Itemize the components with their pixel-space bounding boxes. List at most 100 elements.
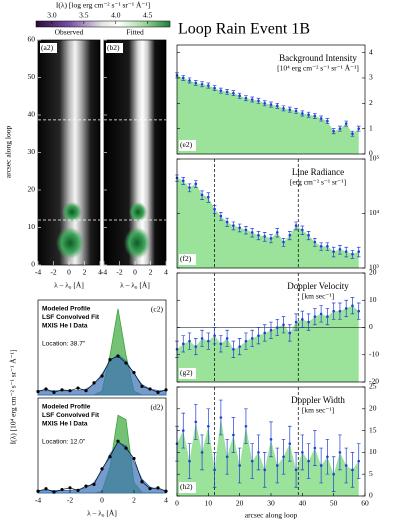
y-tick-label: 40 xyxy=(28,110,36,119)
data-point xyxy=(294,109,298,113)
y2-tick-label: -10 xyxy=(369,349,379,358)
x-tick-label: 0 xyxy=(67,268,71,277)
y2-tick-label: 3 xyxy=(369,73,373,82)
panel-title: [km sec⁻¹] xyxy=(302,406,334,415)
label-box xyxy=(106,43,123,53)
data-point xyxy=(92,482,96,486)
data-point xyxy=(140,384,144,388)
data-point xyxy=(282,323,285,327)
data-point xyxy=(257,334,260,337)
data-point xyxy=(238,94,241,97)
data-point xyxy=(263,331,267,335)
data-point xyxy=(332,129,335,133)
data-point xyxy=(244,228,248,232)
data-point xyxy=(68,389,72,393)
colorbar-tick-label: 4.0 xyxy=(111,11,121,20)
panel-label: (b2) xyxy=(107,43,120,52)
data-point xyxy=(194,345,198,348)
data-point xyxy=(294,320,298,324)
x-axis-label: arcsec along loop xyxy=(245,511,298,520)
colorbar xyxy=(35,20,171,28)
data-point xyxy=(288,442,292,445)
data-point xyxy=(44,387,48,391)
data-point xyxy=(232,224,235,227)
x-tick-label: 50 xyxy=(330,499,338,508)
data-point xyxy=(194,182,198,186)
data-point xyxy=(282,240,285,244)
area xyxy=(177,75,359,154)
data-point xyxy=(124,446,128,450)
panel-title: Background Intensity xyxy=(279,53,357,63)
data-point xyxy=(357,250,361,253)
x-tick-label: 40 xyxy=(299,499,307,508)
data-point xyxy=(225,455,229,459)
data-point xyxy=(100,467,104,471)
data-point xyxy=(307,113,310,117)
data-point xyxy=(269,237,273,240)
data-point xyxy=(275,464,279,467)
data-point xyxy=(84,484,88,488)
label-box xyxy=(179,368,196,379)
y2-tick-label: 5 xyxy=(369,469,373,478)
data-point xyxy=(269,328,273,332)
data-point xyxy=(238,345,241,348)
y2-tick-label: 20 xyxy=(369,268,377,277)
data-point xyxy=(100,374,104,378)
data-point xyxy=(338,309,342,313)
legend-entry: MXIS He I Data xyxy=(42,323,88,330)
y-tick-label: 60 xyxy=(28,35,36,44)
panel-label: (c2) xyxy=(151,305,164,314)
panel-title: [km sec⁻¹] xyxy=(302,292,334,301)
x-tick-label: 0 xyxy=(133,268,137,277)
heatmap-blob xyxy=(124,227,150,259)
data-point xyxy=(357,309,361,313)
data-point xyxy=(52,390,56,395)
data-point xyxy=(213,86,216,90)
data-point xyxy=(244,339,248,343)
y2-tick-label: 0 xyxy=(369,491,373,500)
data-point xyxy=(357,127,361,130)
data-point xyxy=(319,312,323,316)
data-point xyxy=(232,433,235,437)
data-point xyxy=(269,103,273,106)
data-point xyxy=(244,96,248,100)
data-point xyxy=(76,488,80,493)
data-point xyxy=(148,487,152,491)
colorbar-tick-label: 3.5 xyxy=(79,11,89,20)
y2-tick-label: 20 xyxy=(369,404,377,413)
data-point xyxy=(207,195,210,199)
data-point xyxy=(301,112,304,115)
data-point xyxy=(181,179,185,182)
colorbar-tick-label: 3.0 xyxy=(47,11,57,20)
data-point xyxy=(250,459,254,463)
data-point xyxy=(250,98,254,101)
x-tick-label: 10 xyxy=(205,499,213,508)
data-point xyxy=(319,245,323,248)
y2-tick-label: 10 xyxy=(369,295,377,304)
data-point xyxy=(207,339,210,343)
heatmap-blob xyxy=(56,227,84,259)
x-tick-label: 2 xyxy=(132,496,136,505)
x-tick-label: 4 xyxy=(164,496,168,505)
data-point xyxy=(219,214,223,218)
panel-title: [erg cm⁻² s⁻¹ sr⁻¹] xyxy=(290,178,346,187)
x-tick-label: 2 xyxy=(149,268,153,277)
data-point xyxy=(188,186,191,189)
area xyxy=(177,305,359,382)
y-tick-label: 30 xyxy=(28,147,36,156)
x-axis-label: λ – λ₀ [Å] xyxy=(87,509,117,518)
data-point xyxy=(288,233,292,237)
data-point xyxy=(219,342,223,346)
data-point xyxy=(250,231,254,234)
heatmap-blob xyxy=(129,202,147,222)
data-point xyxy=(232,348,235,351)
data-point xyxy=(76,386,80,390)
x-tick-label: -2 xyxy=(50,268,56,277)
data-point xyxy=(319,117,323,120)
data-point xyxy=(116,439,120,443)
data-point xyxy=(263,235,267,238)
data-point xyxy=(124,361,128,365)
panel-label: (a2) xyxy=(41,43,54,52)
x-axis-label: λ – λ₀ [Å] xyxy=(120,281,150,290)
